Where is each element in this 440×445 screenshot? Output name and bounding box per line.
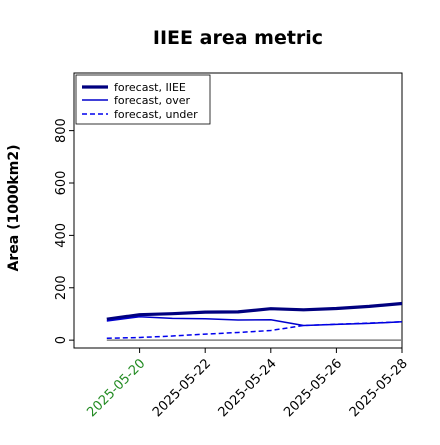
legend-label-forecast-under: forecast, under bbox=[114, 108, 198, 121]
legend-box bbox=[75, 74, 211, 125]
legend-label-forecast-iiee: forecast, IIEE bbox=[114, 81, 186, 94]
y-axis-label: Area (1000km2) bbox=[6, 145, 22, 272]
y-tick-label: 600 bbox=[54, 171, 69, 196]
legend: forecast, IIEE forecast, over forecast, … bbox=[75, 74, 211, 125]
y-tick-label: 0 bbox=[54, 336, 69, 344]
y-tick-label: 400 bbox=[54, 223, 69, 248]
y-tick-label: 800 bbox=[54, 118, 69, 143]
chart-title: IIEE area metric bbox=[153, 27, 323, 49]
legend-label-forecast-over: forecast, over bbox=[114, 94, 190, 107]
x-tick-label: 2025-05-24 bbox=[216, 356, 280, 420]
x-tick-label: 2025-05-22 bbox=[150, 356, 214, 420]
series-line-forecast-over bbox=[106, 316, 403, 327]
y-tick-label: 200 bbox=[54, 275, 69, 300]
x-tick-label: 2025-05-26 bbox=[281, 356, 345, 420]
x-tick-label: 2025-05-20 bbox=[84, 356, 148, 420]
x-tick-label: 2025-05-28 bbox=[347, 356, 411, 420]
series-line-forecast-under bbox=[106, 321, 403, 340]
series-line-forecast-iiee bbox=[106, 301, 403, 321]
